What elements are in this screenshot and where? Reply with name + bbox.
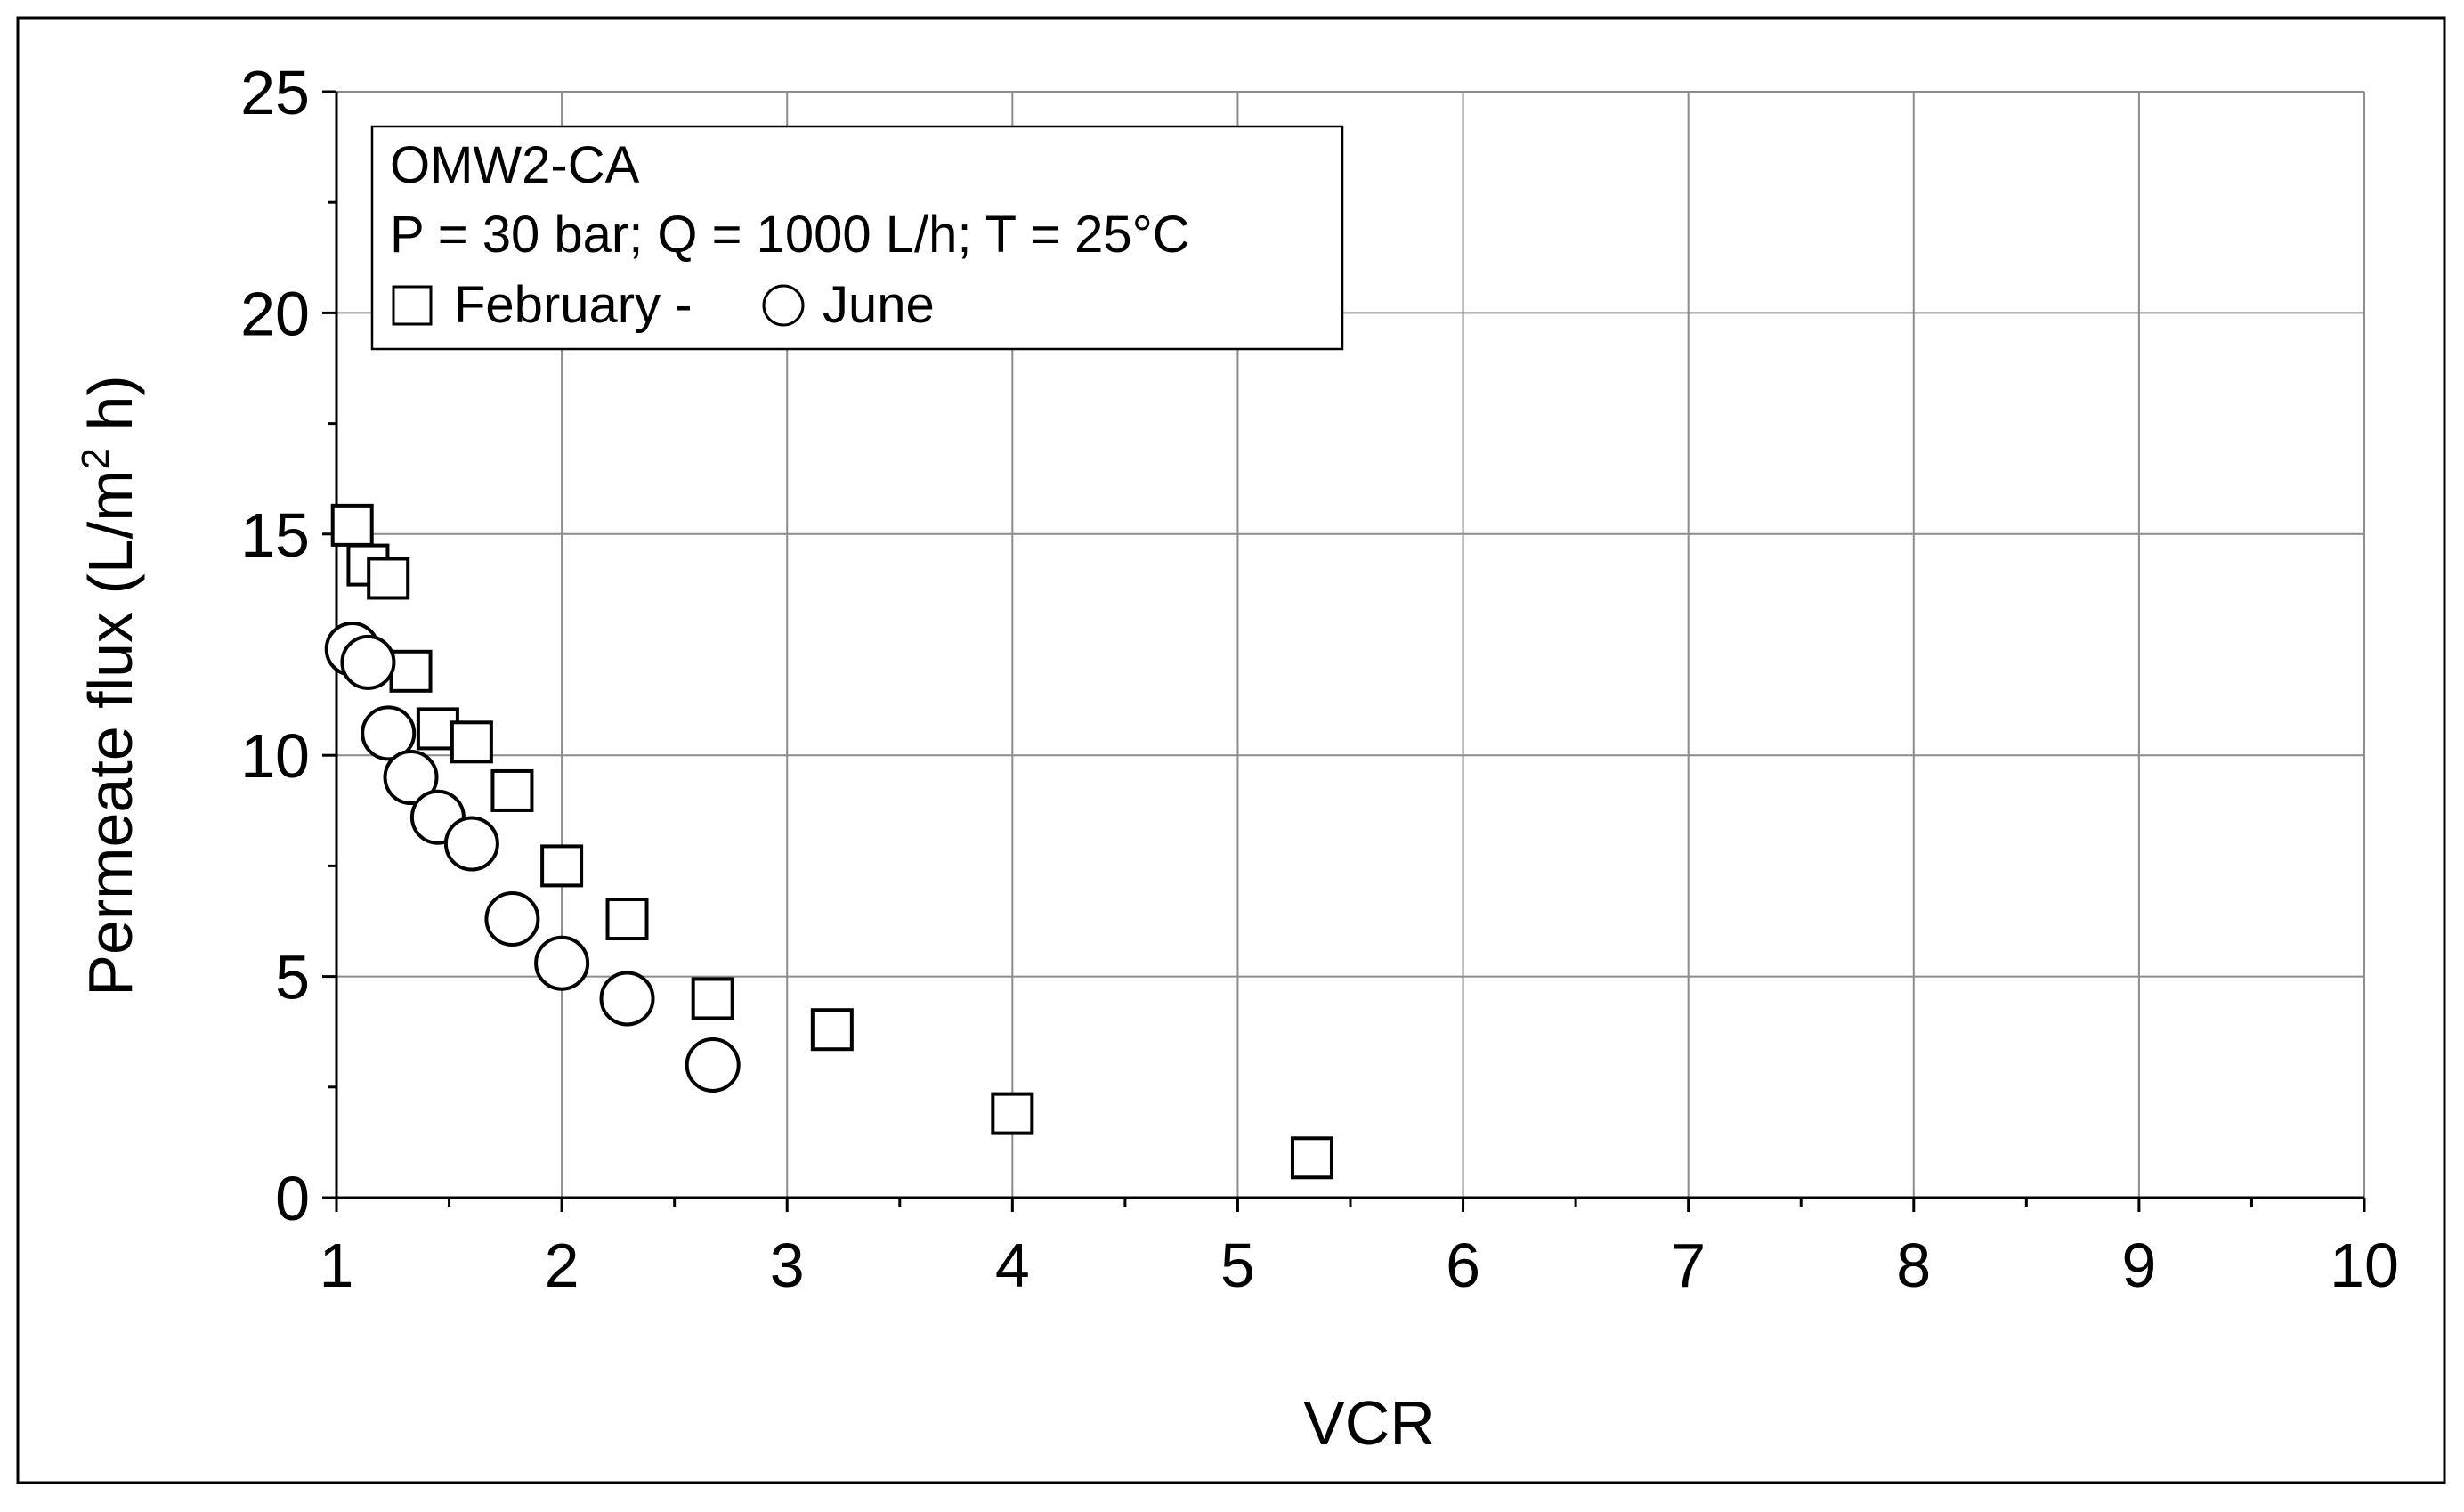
- x-tick-label: 3: [770, 1231, 805, 1300]
- june-data-point: [599, 971, 655, 1027]
- february-data-point: [450, 720, 493, 764]
- x-tick-label: 5: [1220, 1231, 1255, 1300]
- x-tick-label: 9: [2121, 1231, 2156, 1300]
- february-data-point: [691, 977, 734, 1020]
- june-data-point: [361, 705, 417, 761]
- y-tick-label: 20: [240, 279, 310, 348]
- june-data-point: [340, 634, 396, 690]
- legend-june-label: June: [823, 276, 935, 334]
- legend-box: [370, 125, 1344, 351]
- june-data-point: [443, 816, 499, 872]
- legend-circle-marker-icon: [762, 284, 805, 327]
- y-axis-label-unit: h): [76, 375, 145, 448]
- june-data-point: [383, 750, 439, 806]
- x-tick-label: 4: [995, 1231, 1030, 1300]
- x-tick-label: 1: [320, 1231, 354, 1300]
- legend-line-conditions: P = 30 bar; Q = 1000 L/h; T = 25°C: [390, 206, 1190, 264]
- february-data-point: [389, 649, 433, 693]
- x-tick-label: 8: [1896, 1231, 1931, 1300]
- y-tick-label: 15: [240, 500, 310, 570]
- tick-labels: 1 2 3 4 5 6 7 8 9 10 0 5 10 15 20 25: [240, 58, 2399, 1300]
- june-data-point: [484, 891, 540, 947]
- june-data-point: [534, 935, 590, 991]
- legend-square-marker-icon: [392, 285, 433, 326]
- y-axis-label-main: Permeate flux (L/m: [76, 469, 145, 996]
- y-tick-label: 25: [240, 58, 310, 127]
- x-axis-label: VCR: [1303, 1388, 1435, 1458]
- february-data-point: [367, 557, 410, 600]
- data-points: [324, 503, 1333, 1180]
- y-axis-label: Permeate flux (L/m2 h): [74, 375, 145, 996]
- february-data-point: [1290, 1136, 1333, 1180]
- february-data-point: [810, 1008, 854, 1052]
- february-data-point: [330, 503, 374, 547]
- february-data-point: [540, 844, 584, 888]
- x-tick-label: 7: [1671, 1231, 1706, 1300]
- february-data-point: [490, 768, 534, 812]
- legend-line-sample: OMW2-CA: [390, 136, 640, 194]
- legend-february-label: February -: [454, 276, 693, 334]
- february-data-point: [605, 898, 649, 941]
- x-tick-label: 6: [1446, 1231, 1480, 1300]
- y-tick-label: 10: [240, 721, 310, 791]
- y-tick-label: 0: [275, 1164, 310, 1233]
- x-tick-label: 2: [545, 1231, 580, 1300]
- june-data-point: [685, 1036, 741, 1093]
- february-data-point: [991, 1092, 1034, 1135]
- legend: OMW2-CA P = 30 bar; Q = 1000 L/h; T = 25…: [370, 125, 1344, 351]
- x-tick-label: 10: [2330, 1231, 2399, 1300]
- y-axis-label-superscript: 2: [74, 448, 118, 469]
- y-tick-label: 5: [275, 943, 310, 1012]
